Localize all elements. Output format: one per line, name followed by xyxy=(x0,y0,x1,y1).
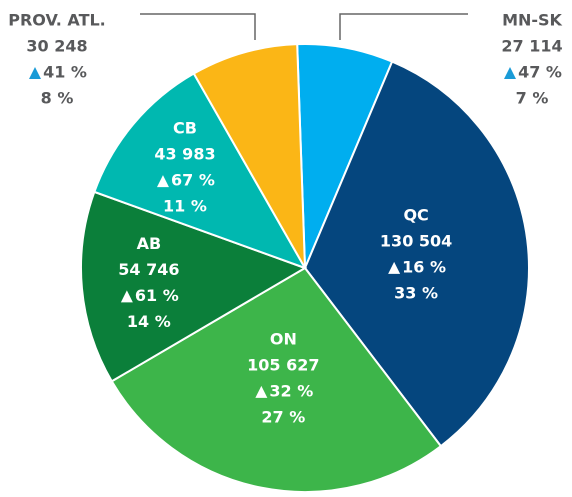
pie-slice xyxy=(110,266,443,493)
slice-share: 11 % xyxy=(163,197,207,216)
increase-icon xyxy=(504,67,516,79)
slice-name: CB xyxy=(173,119,197,138)
slice-change: 67 % xyxy=(171,171,215,190)
slice-name: QC xyxy=(403,205,428,224)
slice-share: 14 % xyxy=(127,312,171,331)
slice-share: 33 % xyxy=(394,283,438,302)
increase-icon xyxy=(29,67,41,79)
slice-change: 47 % xyxy=(518,63,562,82)
slice-change: 41 % xyxy=(43,63,87,82)
slice-change: 61 % xyxy=(135,286,179,305)
slice-name: ON xyxy=(270,329,297,348)
slice-share: 7 % xyxy=(516,89,549,108)
increase-icon xyxy=(255,385,268,398)
slice-share: 8 % xyxy=(41,89,74,108)
slice-value: 130 504 xyxy=(380,231,452,250)
increase-icon xyxy=(120,290,133,303)
increase-icon xyxy=(388,261,401,274)
pie-slice xyxy=(93,72,308,270)
increase-icon xyxy=(156,175,169,188)
slice-share: 27 % xyxy=(261,407,305,426)
pie-slice xyxy=(80,190,308,383)
slice-name: MN-SK xyxy=(502,11,562,30)
slice-change: 32 % xyxy=(269,381,313,400)
slice-value: 43 983 xyxy=(154,145,215,164)
leader-line xyxy=(339,13,468,40)
slice-value: 30 248 xyxy=(26,37,87,56)
leader-line xyxy=(140,13,256,40)
slice-value: 54 746 xyxy=(118,260,179,279)
slice-name: PROV. ATL. xyxy=(8,11,106,30)
pie-slice xyxy=(192,43,306,269)
slice-value: 105 627 xyxy=(247,355,319,374)
pie-slice xyxy=(303,60,530,448)
slice-name: AB xyxy=(137,234,162,253)
slice-value: 27 114 xyxy=(501,37,562,56)
slice-change: 16 % xyxy=(402,257,446,276)
